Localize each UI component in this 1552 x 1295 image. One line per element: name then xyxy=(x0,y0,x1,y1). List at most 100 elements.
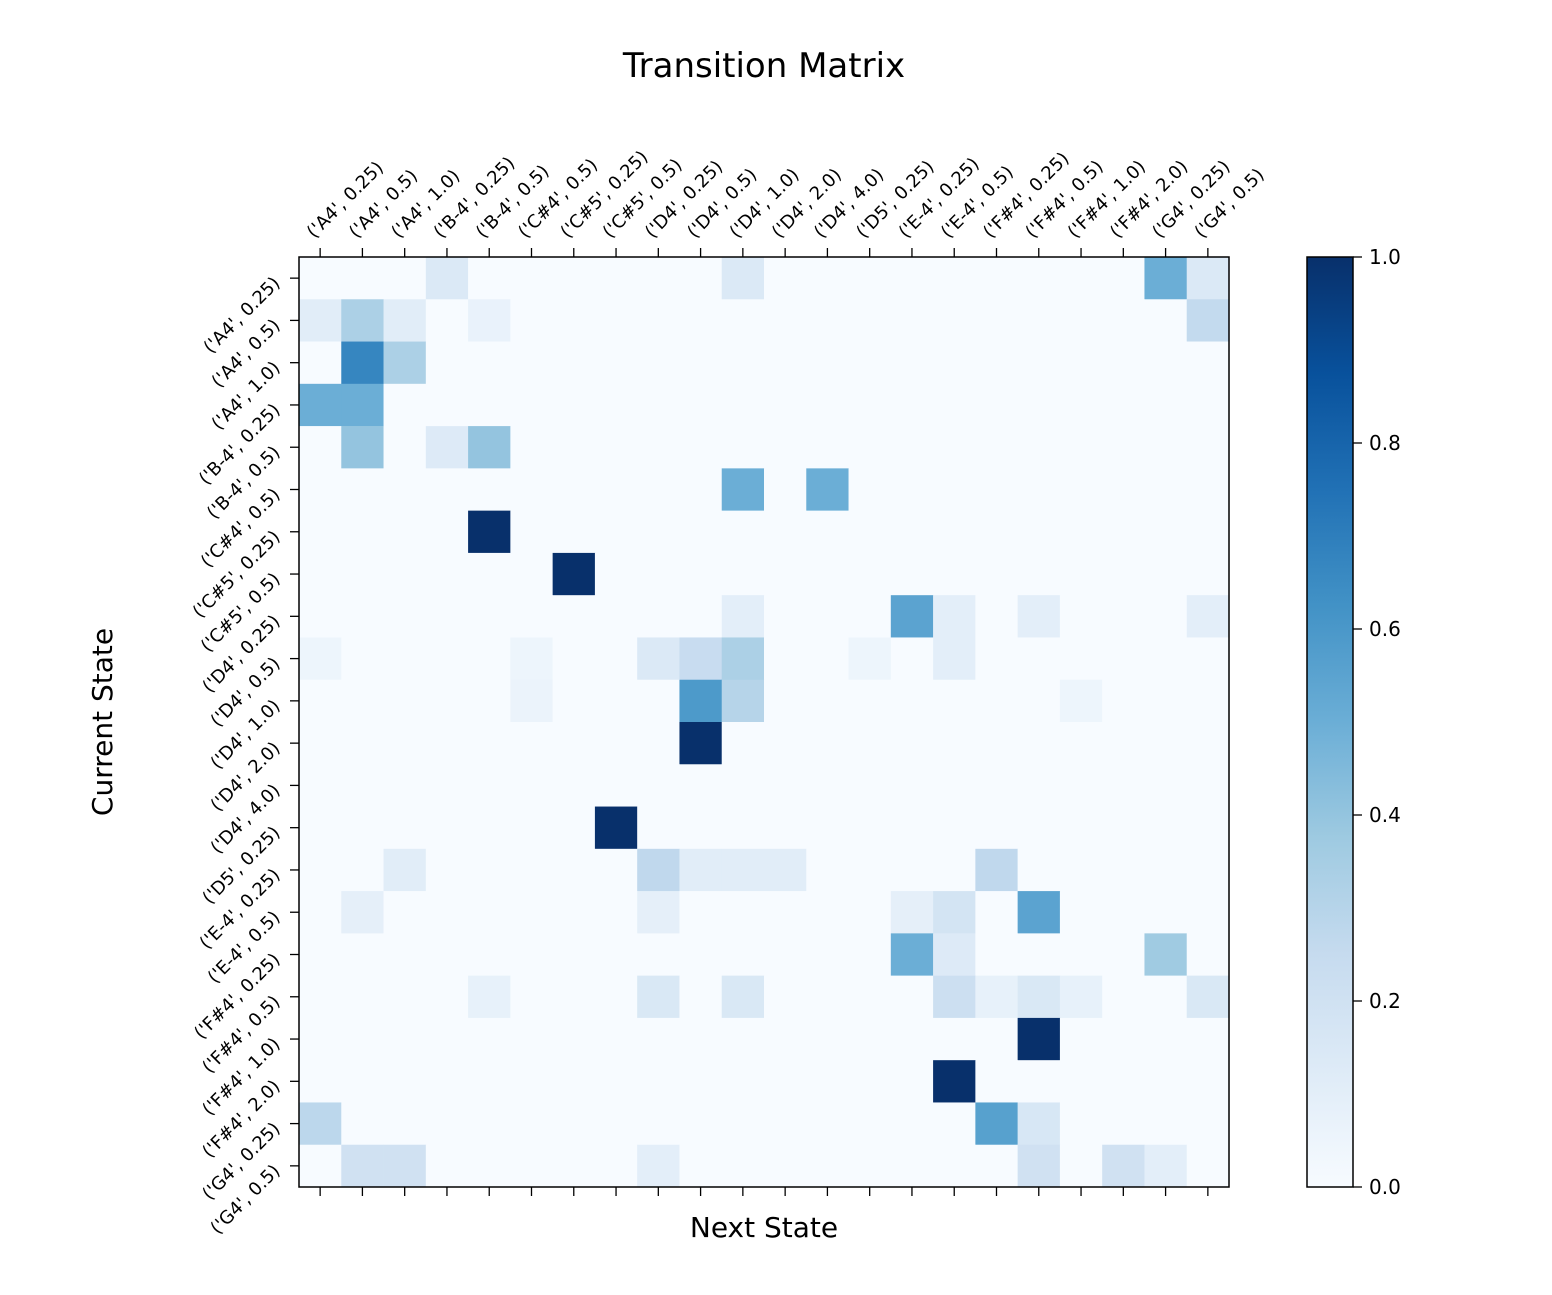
heatmap-cell xyxy=(594,383,638,427)
heatmap-cell xyxy=(552,679,596,723)
heatmap-cell xyxy=(721,1017,765,1061)
heatmap-cell xyxy=(1186,468,1230,511)
heatmap-cell xyxy=(764,975,807,1019)
heatmap-cell xyxy=(1144,383,1188,427)
heatmap-cell xyxy=(975,1102,1018,1146)
heatmap-cell xyxy=(341,891,384,934)
heatmap-cell xyxy=(848,426,892,469)
heatmap-cell xyxy=(1144,468,1188,511)
heatmap-cell xyxy=(721,722,765,765)
heatmap-cell xyxy=(1017,848,1061,892)
heatmap-cell xyxy=(468,468,511,511)
heatmap-cell xyxy=(1186,1017,1230,1061)
heatmap-cell xyxy=(933,722,976,765)
heatmap-cell xyxy=(552,637,596,681)
heatmap-cell xyxy=(1186,933,1230,976)
heatmap-cell xyxy=(806,848,849,892)
heatmap-cell xyxy=(1102,468,1145,511)
heatmap-cell xyxy=(425,552,469,596)
heatmap-cell xyxy=(468,679,511,723)
heatmap-cell xyxy=(721,806,765,850)
heatmap-cell xyxy=(764,1102,807,1146)
heatmap-cell xyxy=(425,595,469,638)
heatmap-cell xyxy=(383,510,427,554)
heatmap-cell xyxy=(1059,383,1103,427)
heatmap-cell xyxy=(975,806,1018,850)
heatmap-cell xyxy=(848,1060,892,1103)
heatmap-cell xyxy=(764,722,807,765)
heatmap-cell xyxy=(721,848,765,892)
heatmap-cell xyxy=(679,1102,723,1146)
heatmap-cell xyxy=(383,595,427,638)
heatmap-cell xyxy=(468,1060,511,1103)
heatmap-cell xyxy=(1059,595,1103,638)
heatmap-cell xyxy=(848,637,892,681)
heatmap-cell xyxy=(637,510,680,554)
heatmap-cell xyxy=(1144,933,1188,976)
heatmap-cell xyxy=(806,383,849,427)
heatmap-cell xyxy=(933,1060,976,1103)
heatmap-cell xyxy=(1102,891,1145,934)
heatmap-cell xyxy=(764,764,807,807)
heatmap-cell xyxy=(933,637,976,681)
heatmap-cell xyxy=(425,1017,469,1061)
heatmap-cell xyxy=(806,722,849,765)
heatmap-cell xyxy=(679,806,723,850)
heatmap-cell xyxy=(299,341,342,385)
heatmap-cell xyxy=(1059,1017,1103,1061)
heatmap-cell xyxy=(468,806,511,850)
heatmap-cell xyxy=(1017,933,1061,976)
heatmap-cell xyxy=(299,468,342,511)
heatmap-cell xyxy=(594,341,638,385)
heatmap-cell xyxy=(1186,552,1230,596)
heatmap-cell xyxy=(510,299,553,342)
heatmap-cell xyxy=(890,341,934,385)
heatmap-cell xyxy=(1059,679,1103,723)
heatmap-cell xyxy=(1059,510,1103,554)
heatmap-cell xyxy=(806,1060,849,1103)
colorbar-tick-label: 0.0 xyxy=(1369,1175,1401,1199)
heatmap-cell xyxy=(975,468,1018,511)
heatmap-cell xyxy=(299,383,342,427)
heatmap-cell xyxy=(637,552,680,596)
heatmap-cell xyxy=(890,383,934,427)
colorbar-tick-label: 0.2 xyxy=(1369,989,1401,1013)
heatmap-cell xyxy=(848,975,892,1019)
heatmap-cell xyxy=(510,764,553,807)
heatmap-cell xyxy=(637,722,680,765)
heatmap-cell xyxy=(1186,848,1230,892)
heatmap-cell xyxy=(1102,1102,1145,1146)
heatmap-cell xyxy=(975,722,1018,765)
heatmap-cell xyxy=(848,722,892,765)
heatmap-cell xyxy=(721,933,765,976)
heatmap-cell xyxy=(594,891,638,934)
heatmap-cell xyxy=(383,1144,427,1188)
heatmap-cell xyxy=(637,1017,680,1061)
heatmap-cell xyxy=(468,764,511,807)
heatmap-cell xyxy=(552,975,596,1019)
heatmap-cell xyxy=(1059,975,1103,1019)
heatmap-cell xyxy=(1186,595,1230,638)
heatmap-cell xyxy=(679,933,723,976)
heatmap-cell xyxy=(383,848,427,892)
heatmap-cell xyxy=(510,552,553,596)
heatmap-cell xyxy=(1017,510,1061,554)
heatmap-cell xyxy=(1059,722,1103,765)
heatmap-cell xyxy=(679,891,723,934)
heatmap-cell xyxy=(510,510,553,554)
heatmap-cell xyxy=(637,764,680,807)
heatmap-cell xyxy=(1017,383,1061,427)
heatmap-cell xyxy=(1102,510,1145,554)
heatmap-cell xyxy=(933,764,976,807)
heatmap-cell xyxy=(721,552,765,596)
heatmap-cell xyxy=(510,257,553,300)
heatmap-cell xyxy=(890,1144,934,1188)
heatmap-cell xyxy=(468,891,511,934)
heatmap-cell xyxy=(764,1017,807,1061)
heatmap-cell xyxy=(425,299,469,342)
heatmap-cell xyxy=(1144,426,1188,469)
heatmap-cell xyxy=(510,637,553,681)
heatmap-cell xyxy=(848,891,892,934)
heatmap-cell xyxy=(890,933,934,976)
